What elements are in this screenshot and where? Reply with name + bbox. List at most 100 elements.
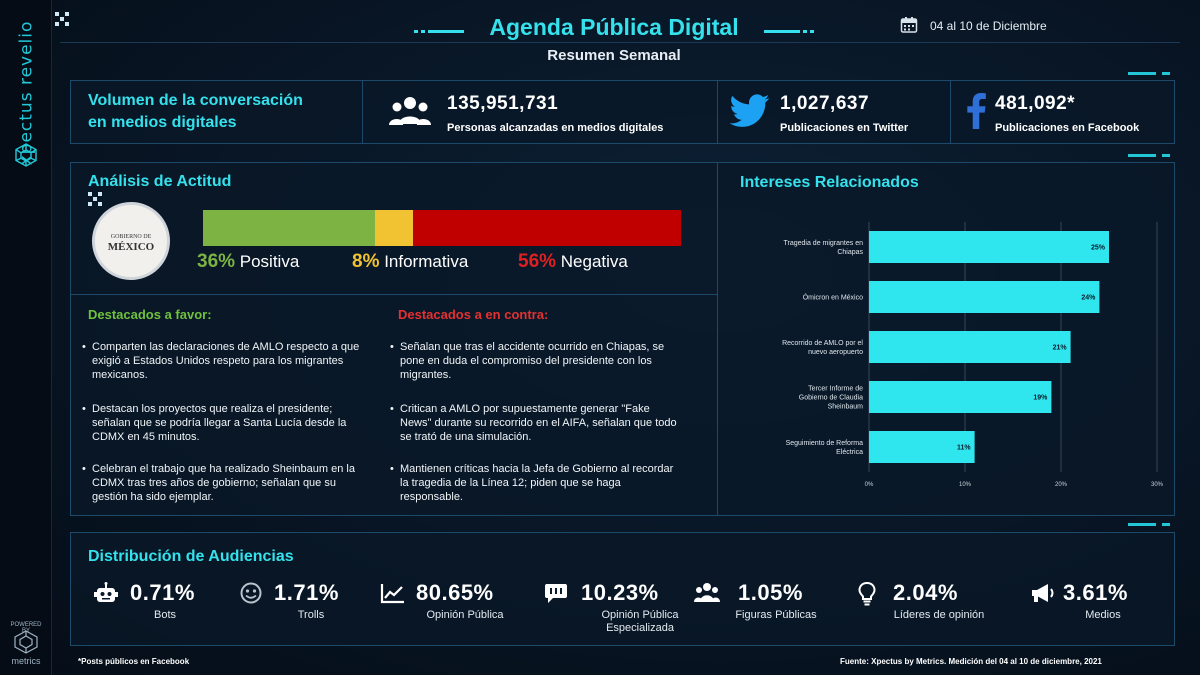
brand-sidebar: xpectus revelio POWERED BY metrics — [0, 0, 52, 675]
attitude-negative: 56% Negativa — [518, 251, 628, 273]
grid-icon — [88, 192, 102, 206]
title-deco-left — [414, 30, 464, 33]
chat-bubble-icon — [545, 584, 567, 603]
deco-tick — [1162, 72, 1170, 75]
favor-item: Comparten las declaraciones de AMLO resp… — [82, 340, 372, 382]
deco-tick — [1128, 154, 1156, 157]
title-deco-right — [764, 30, 814, 33]
contra-item: Mantienen críticas hacia la Jefa de Gobi… — [390, 462, 680, 504]
metrics-label: metrics — [11, 656, 41, 666]
people-icon — [389, 97, 431, 125]
trend-chart-icon — [380, 584, 404, 604]
chart-x-tick-label: 20% — [1055, 482, 1068, 488]
favor-item: Celebran el trabajo que ha realizado She… — [82, 462, 372, 504]
chart-category-label: Recorrido de AMLO por el nuevo aeropuerto — [782, 340, 863, 356]
attitude-bar-positive — [203, 210, 376, 246]
chart-category-label-line: Ómicron en México — [803, 293, 863, 302]
chart-category-label-line: Eléctrica — [836, 449, 863, 456]
attitude-title: Análisis de Actitud — [88, 173, 232, 190]
attitude-positive: 36% Positiva — [197, 251, 299, 273]
medios-label: Medios — [1085, 609, 1121, 621]
chart-category-label: Tragedia de migrantes en Chiapas — [783, 240, 863, 256]
chart-category-label-line: Tercer Informe de — [808, 386, 863, 393]
audiences-panel — [70, 532, 1175, 646]
robot-icon — [94, 582, 118, 602]
bots-value: 0.71% — [130, 580, 195, 605]
page-title: Agenda Pública Digital — [489, 14, 739, 40]
chart-category-label: Tercer Informe de Gobierno de Claudia Shei… — [799, 386, 863, 411]
metrics-logo-icon — [14, 630, 38, 654]
chart-data-label: 19% — [1033, 395, 1048, 402]
audiences-title: Distribución de Audiencias — [88, 548, 294, 565]
opinion-especializada-label: Opinión Pública Especializada — [601, 609, 679, 634]
volume-title: Volumen de la conversación en medios dig… — [88, 90, 358, 134]
deco-tick — [1128, 72, 1156, 75]
positive-pct: 36% — [197, 251, 236, 272]
attitude-bar — [203, 210, 681, 246]
government-seal: GOBIERNO DE MÉXICO — [92, 202, 170, 280]
chart-data-label: 11% — [957, 445, 971, 452]
grid-icon — [55, 12, 69, 26]
chart-data-label: 21% — [1053, 345, 1068, 352]
volume-title-line2: en medios digitales — [88, 114, 237, 131]
divider — [717, 162, 718, 516]
lideres-value: 2.04% — [893, 580, 958, 605]
divider — [362, 80, 363, 144]
facebook-icon — [967, 93, 986, 129]
facebook-value: 481,092* — [995, 93, 1076, 114]
attitude-bar-negative — [413, 210, 681, 246]
medios-value: 3.61% — [1063, 580, 1128, 605]
divider — [70, 294, 717, 295]
chart-category-label-line: Tragedia de migrantes en — [783, 240, 863, 247]
volume-title-line1: Volumen de la conversación — [88, 92, 303, 109]
trolls-label: Trolls — [297, 609, 325, 621]
contra-item: Critican a AMLO por supuestamente genera… — [390, 402, 680, 444]
chart-category-label-line: Seguimiento de Reforma — [786, 440, 864, 447]
opinion-especializada-value: 10.23% — [581, 580, 659, 605]
figuras-publicas-value: 1.05% — [738, 580, 803, 605]
chart-bar — [869, 381, 1052, 413]
favor-item: Destacan los proyectos que realiza el pr… — [82, 402, 372, 444]
negative-label: Negativa — [560, 252, 628, 271]
trolls-value: 1.71% — [274, 580, 339, 605]
chart-x-tick-label: 30% — [1151, 482, 1164, 488]
divider — [717, 80, 718, 144]
seal-line1: GOBIERNO DE — [110, 234, 152, 240]
contra-title: Destacados a en contra: — [398, 307, 549, 322]
chart-category-label-line: nuevo aeropuerto — [808, 349, 863, 356]
megaphone-icon — [1032, 584, 1054, 602]
opinion-publica-value: 80.65% — [416, 580, 494, 605]
twitter-value: 1,027,637 — [780, 93, 870, 114]
header-rule — [60, 42, 1180, 43]
interests-chart: 0% 10% 20% 30% 25% Tragedia de migrantes en Ch… — [782, 222, 1164, 488]
chart-category-label-line: Gobierno de Claudia — [799, 395, 863, 402]
divider — [950, 80, 951, 144]
deco-tick — [1162, 154, 1170, 157]
seal-line2: MÉXICO — [107, 241, 155, 253]
chart-category-label: Ómicron en México — [803, 293, 863, 302]
lightbulb-icon — [858, 582, 876, 606]
chart-data-label: 25% — [1091, 245, 1106, 252]
chart-bar — [869, 281, 1100, 313]
troll-face-icon — [240, 582, 262, 604]
chart-bar — [869, 431, 975, 463]
page-subtitle: Resumen Semanal — [547, 47, 681, 64]
calendar-icon — [900, 17, 918, 33]
informative-label: Informativa — [384, 252, 469, 271]
chart-category-label-line: Sheinbaum — [828, 404, 864, 411]
seal-text: GOBIERNO DE MÉXICO — [95, 232, 167, 253]
chart-x-tick-label: 0% — [865, 482, 874, 488]
bots-label: Bots — [153, 609, 176, 621]
date-range: 04 al 10 de Diciembre — [930, 19, 1047, 33]
figuras-publicas-label: Figuras Públicas — [735, 609, 817, 621]
chart-data-label: 24% — [1081, 295, 1096, 302]
deco-tick — [1128, 523, 1156, 526]
twitter-icon — [730, 94, 770, 127]
brand-logo-icon — [15, 143, 37, 167]
positive-label: Positiva — [239, 252, 300, 271]
source-note: Fuente: Xpectus by Metrics. Medición del… — [840, 657, 1102, 666]
reach-label: Personas alcanzadas en medios digitales — [447, 122, 664, 134]
opinion-publica-label: Opinión Pública — [426, 609, 504, 621]
chart-bar — [869, 331, 1071, 363]
